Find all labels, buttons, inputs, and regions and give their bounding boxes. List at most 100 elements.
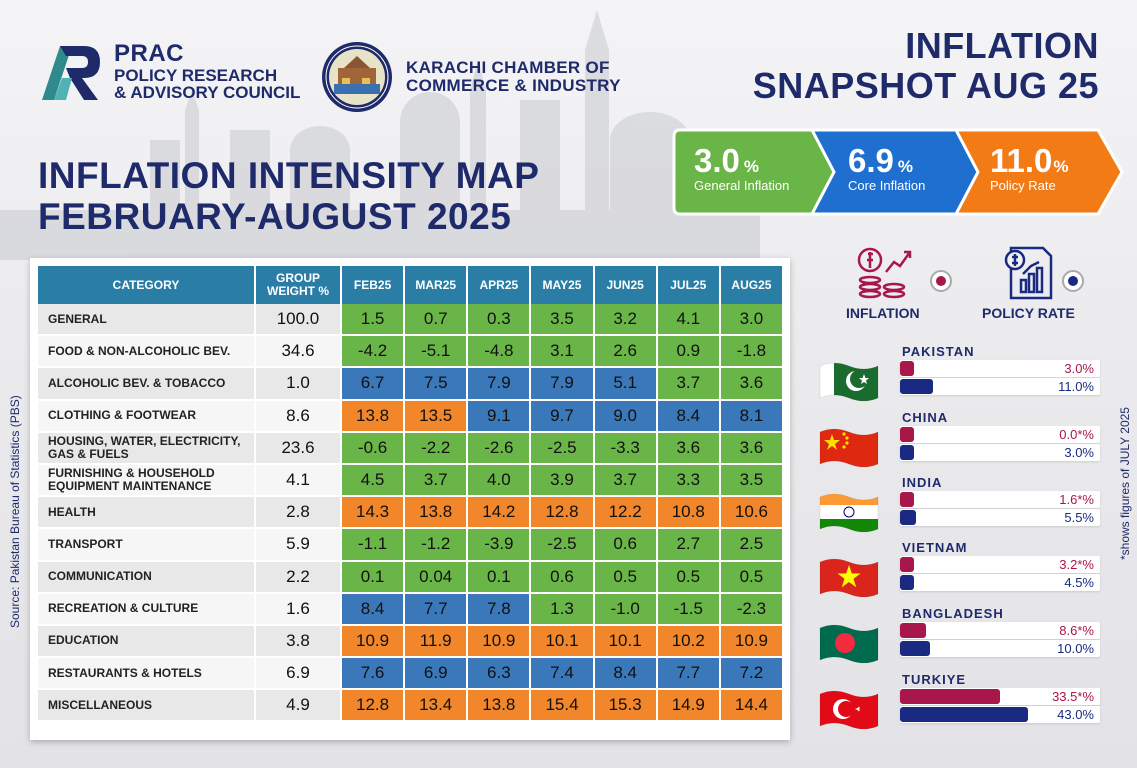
inflation-cell: 10.9 [720,625,784,659]
inflation-cell: 3.6 [720,368,784,401]
snapshot-title-line2: SNAPSHOT AUG 25 [752,64,1099,106]
inflation-cell: 15.4 [531,690,595,723]
intensity-map-title-line1: INFLATION INTENSITY MAP [38,155,540,196]
policy-bar: 5.5% [900,509,1100,526]
country-row: BANGLADESH 8.6*% 10.0% [818,606,1108,676]
inflation-bar-fill [900,361,914,376]
kpi-arrow-policy [953,128,1124,216]
inflation-cell: 7.8 [468,593,532,626]
inflation-cell: -1.0 [594,593,658,626]
kpi-arrow-shapes [672,128,1124,216]
inflation-bar-fill [900,492,914,507]
inflation-cell: 7.7 [657,658,721,691]
kpi-core-label: Core Inflation [848,178,926,193]
intensity-map-title: INFLATION INTENSITY MAP FEBRUARY-AUGUST … [38,155,540,237]
country-name: BANGLADESH [902,606,1004,621]
inflation-cell: 13.8 [468,690,532,723]
table-row: FOOD & NON-ALCOHOLIC BEV. 34.6 -4.2 -5.1 -4.… [38,336,784,369]
inflation-cell: -3.3 [594,432,658,465]
kcci-name-line1: KARACHI CHAMBER OF [406,57,610,77]
row-weight: 8.6 [256,400,342,433]
policy-bar: 4.5% [900,574,1100,591]
table-row: HOUSING, WATER, ELECTRICITY, GAS & FUELS… [38,432,784,465]
country-name: CHINA [902,410,949,425]
inflation-bar: 3.0% [900,360,1100,377]
pakistan-flag-icon [819,362,879,402]
inflation-cell: 0.9 [657,336,721,369]
row-category: GENERAL [38,304,256,337]
inflation-cell: 3.5 [531,304,595,337]
inflation-cell: 13.4 [405,690,469,723]
inflation-cell: 0.6 [531,561,595,594]
inflation-cell: 2.7 [657,529,721,562]
row-weight: 4.9 [256,690,342,723]
inflation-cell: 0.1 [468,561,532,594]
inflation-cell: 11.9 [405,625,469,659]
header-jul25: JUL25 [657,266,721,304]
table-row: HEALTH 2.8 14.3 13.8 14.2 12.8 12.2 10.8 10.6 [38,497,784,530]
inflation-value: 8.6*% [1059,623,1094,638]
header-may25: MAY25 [531,266,595,304]
inflation-cell: 3.7 [657,368,721,401]
header-jun25: JUN25 [594,266,658,304]
row-category: ALCOHOLIC BEV. & TOBACCO [38,368,256,401]
inflation-cell: 6.7 [342,368,406,401]
header-category: CATEGORY [38,266,256,304]
inflation-cell: 0.7 [405,304,469,337]
policy-value: 3.0% [1064,445,1094,460]
row-weight: 4.1 [256,464,342,498]
kcci-seal-icon [322,42,392,112]
policy-value: 5.5% [1064,510,1094,525]
inflation-coins-icon [857,247,912,299]
inflation-cell: 0.04 [405,561,469,594]
inflation-value: 0.0*% [1059,427,1094,442]
policy-value: 11.0% [1058,379,1094,394]
inflation-cell: 7.9 [531,368,595,401]
row-weight: 34.6 [256,336,342,369]
inflation-cell: 15.3 [594,690,658,723]
inflation-cell: 0.6 [594,529,658,562]
inflation-cell: 14.9 [657,690,721,723]
india-flag-icon [819,493,879,533]
kpi-core: 6.9% Core Inflation [848,142,925,193]
country-row: INDIA 1.6*% 5.5% [818,475,1108,545]
snapshot-title: INFLATION SNAPSHOT AUG 25 [753,26,1099,105]
table-row: GENERAL 100.0 1.5 0.7 0.3 3.5 3.2 4.1 3.0 [38,304,784,337]
inflation-cell: -2.5 [531,432,595,465]
inflation-cell: -1.1 [342,529,406,562]
country-row: PAKISTAN 3.0% 11.0% [818,344,1108,414]
inflation-cell: -0.6 [342,432,406,465]
inflation-cell: 3.5 [720,464,784,498]
inflation-cell: 2.5 [720,529,784,562]
policy-legend-label: POLICY RATE [982,305,1075,321]
inflation-cell: 3.6 [657,432,721,465]
inflation-cell: 14.2 [468,497,532,530]
inflation-cell: 9.7 [531,400,595,433]
inflation-cell: 14.3 [342,497,406,530]
policy-bar-fill [900,641,930,656]
inflation-cell: 7.6 [342,658,406,691]
policy-bar-fill [900,445,914,460]
kpi-arrows: 3.0% General Inflation 6.9% Core Inflati… [672,128,1124,216]
inflation-cell: 7.4 [531,658,595,691]
inflation-cell: -3.9 [468,529,532,562]
prac-name: PRAC [114,39,185,67]
row-category: MISCELLANEOUS [38,690,256,723]
table-row: COMMUNICATION 2.2 0.1 0.04 0.1 0.6 0.5 0.5 0.5 [38,561,784,594]
inflation-cell: -2.5 [531,529,595,562]
kpi-policy: 11.0% Policy Rate [990,142,1069,193]
row-weight: 6.9 [256,658,342,691]
inflation-cell: 13.8 [405,497,469,530]
inflation-cell: 3.1 [531,336,595,369]
inflation-cell: 8.4 [594,658,658,691]
inflation-cell: 0.1 [342,561,406,594]
kpi-policy-label: Policy Rate [990,178,1056,193]
header-mar25: MAR25 [405,266,469,304]
table-row: TRANSPORT 5.9 -1.1 -1.2 -3.9 -2.5 0.6 2.7 2.5 [38,529,784,562]
inflation-cell: 7.5 [405,368,469,401]
header-apr25: APR25 [468,266,532,304]
header-aug25: AUG25 [720,266,784,304]
inflation-bar: 0.0*% [900,426,1100,443]
table-header-row: CATEGORY GROUP WEIGHT % FEB25 MAR25 APR25 MAY… [38,266,784,304]
inflation-cell: -1.2 [405,529,469,562]
